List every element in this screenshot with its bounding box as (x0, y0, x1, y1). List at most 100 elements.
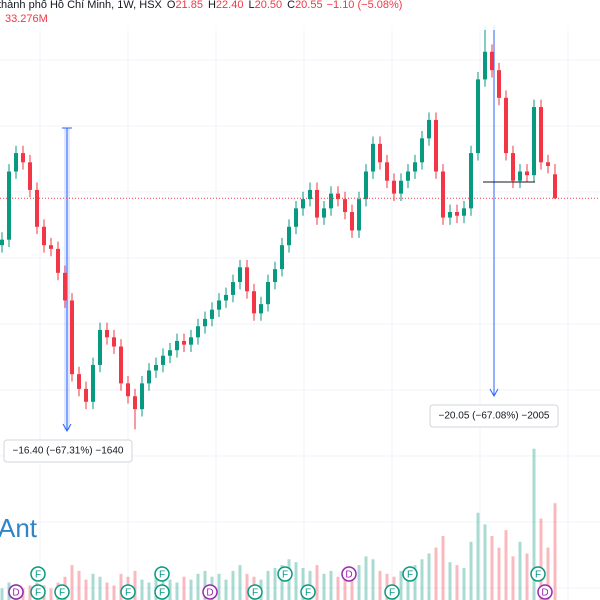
volume-bar (322, 573, 326, 600)
event-label: F (59, 588, 65, 599)
volume-bar (294, 562, 298, 600)
event-badge (537, 584, 553, 600)
volume-bar (329, 570, 333, 600)
candle-body (532, 107, 536, 176)
volume-bar (105, 582, 109, 600)
volume-bar (364, 556, 368, 600)
volume-bar (231, 570, 235, 600)
volume-bar (70, 565, 74, 600)
volume-label: 33.276M (5, 13, 48, 25)
volume-bar (0, 588, 4, 600)
candle-body (21, 153, 25, 163)
header-text: 22.40 (216, 0, 244, 11)
candle-body (154, 364, 158, 371)
candle-body (49, 245, 53, 249)
volume-bar (371, 559, 375, 600)
volume-bar (49, 588, 53, 600)
candle-body (98, 329, 102, 365)
candle-body (42, 226, 46, 246)
event-label: D (541, 588, 548, 599)
candle-body (413, 162, 417, 172)
volume-bar (476, 512, 480, 600)
candle-body (105, 329, 109, 338)
candle-body (427, 119, 431, 139)
volume-bar (455, 565, 459, 600)
volume-bar (343, 573, 347, 600)
header-text: H (208, 0, 216, 11)
volume-bar (350, 568, 354, 600)
volume-bar (224, 579, 228, 600)
volume-bar (77, 570, 81, 600)
volume-bar (119, 573, 123, 600)
header-text: 21.85 (175, 0, 203, 11)
candle-body (14, 153, 18, 172)
event-badge (8, 584, 24, 600)
event-badge (154, 566, 170, 582)
candle-body (182, 340, 186, 345)
candle-body (350, 212, 354, 231)
volume-bar (238, 565, 242, 600)
candle-body (287, 226, 291, 246)
candle-body (280, 245, 284, 270)
header: thành phố Hồ Chí Minh, 1W, HSX O21.85 H22.… (0, 0, 402, 11)
candle-body (308, 189, 312, 200)
candle-body (553, 174, 557, 199)
candle-body (56, 248, 60, 273)
volume-bar (511, 556, 515, 600)
volume-bar (336, 576, 340, 600)
candle-body (35, 189, 39, 227)
event-badge (54, 584, 70, 600)
candle-body (336, 193, 340, 200)
candle-body (301, 199, 305, 209)
event-badge (247, 584, 263, 600)
event-badge (402, 566, 418, 582)
candle-body (77, 374, 81, 389)
candle-body (147, 370, 151, 384)
event-label: F (535, 570, 541, 581)
volume-bar (539, 518, 543, 600)
volume-bar (434, 547, 438, 600)
candle-body (371, 143, 375, 172)
header-text: C (287, 0, 295, 11)
candle-body (259, 304, 263, 314)
candle-body (462, 208, 466, 216)
volume-bar (469, 541, 473, 600)
arrow-head (62, 423, 72, 433)
volume-bar (280, 565, 284, 600)
candle-body (392, 180, 396, 194)
volume-bar (175, 582, 179, 600)
candle-body (224, 294, 228, 301)
candle-body (469, 153, 473, 209)
candle-body (448, 212, 452, 218)
candle-body (455, 212, 459, 216)
volume-bar (217, 573, 221, 600)
volume-bar (245, 573, 249, 600)
event-badge (202, 584, 218, 600)
event-badge (384, 584, 400, 600)
volume-bar (378, 570, 382, 600)
arrow-head (489, 388, 499, 398)
event-badge (30, 584, 46, 600)
event-label: F (252, 588, 258, 599)
volume-bar (273, 568, 277, 600)
volume-bar (504, 530, 508, 600)
event-label: F (159, 570, 165, 581)
candle-body (434, 119, 438, 172)
candle-body (483, 51, 487, 80)
header-text: L (248, 0, 254, 11)
candle-body (490, 51, 494, 71)
candle-body (7, 171, 11, 240)
candle-body (112, 337, 116, 347)
volume (0, 448, 557, 600)
event-label: F (282, 570, 288, 581)
candle-body (294, 208, 298, 227)
candle-body (378, 143, 382, 163)
volume-bar (28, 585, 32, 600)
measure-label: −20.05 (−67.08%) −2005 (439, 411, 550, 422)
event-label: F (35, 570, 41, 581)
volume-bar (147, 582, 151, 600)
candle-body (133, 396, 137, 410)
candle-body (0, 239, 4, 246)
candle-body (63, 272, 67, 301)
candle-body (175, 340, 179, 351)
